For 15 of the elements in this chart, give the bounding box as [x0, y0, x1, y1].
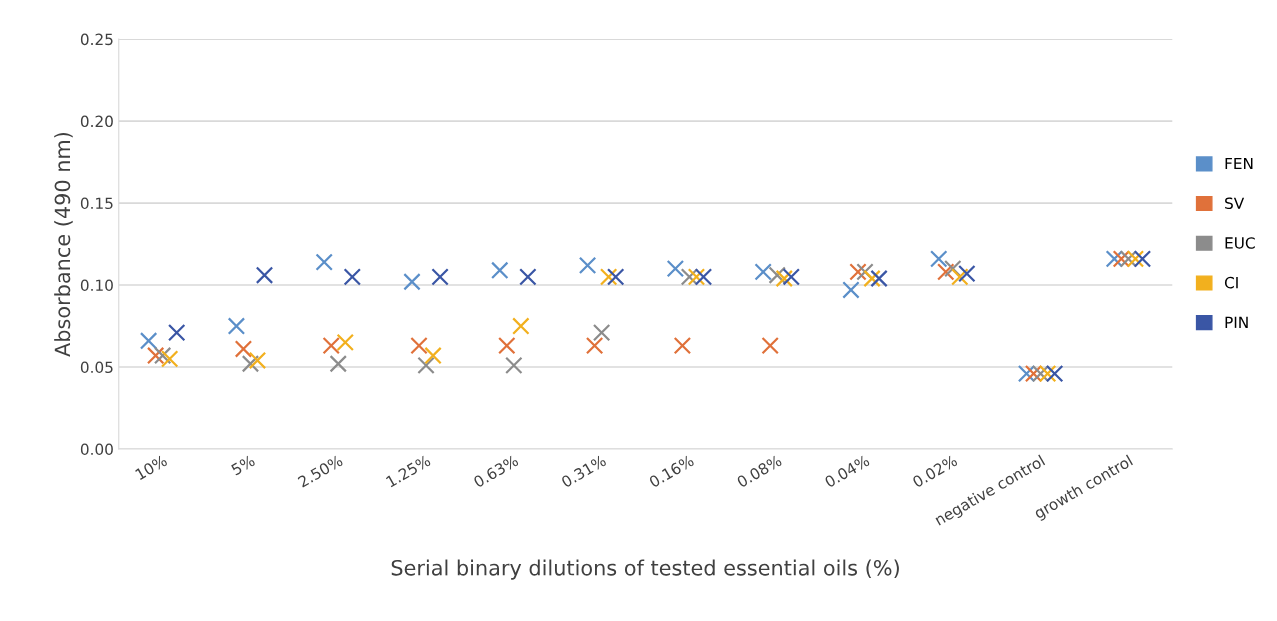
legend-label: SV	[1225, 197, 1245, 210]
y-tick-label: 0.05	[80, 361, 113, 374]
y-tick-label: 0.00	[80, 443, 113, 455]
legend-label: EUC	[1225, 237, 1255, 249]
legend-label: FEN	[1225, 157, 1253, 170]
y-tick-label: 0.25	[80, 33, 113, 46]
x-tick-label: 5%	[230, 454, 256, 476]
y-tick-label: 0.20	[80, 115, 113, 128]
x-tick-label: 10%	[134, 454, 168, 481]
y-tick-label: 0.10	[80, 279, 113, 292]
y-axis-title: Absorbance (490 nm)	[54, 132, 73, 357]
legend-label: PIN	[1225, 316, 1248, 328]
legend-label: CI	[1224, 276, 1238, 289]
y-tick-label: 0.15	[80, 197, 113, 210]
x-axis-title: Serial binary dilutions of tested essential oils (%)	[391, 559, 899, 580]
